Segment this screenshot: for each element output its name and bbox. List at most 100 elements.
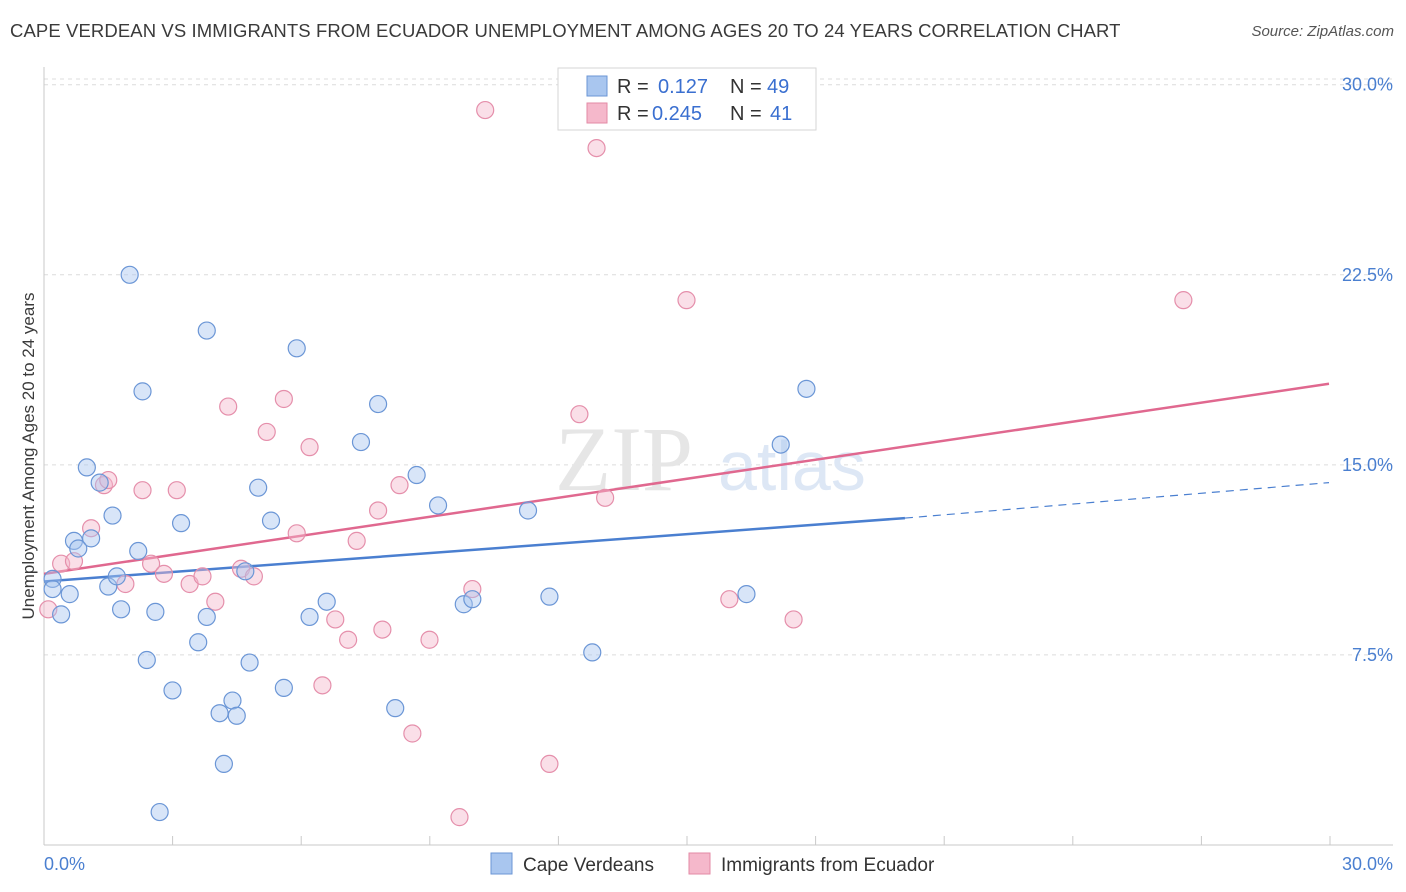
legend-n-label-pink: N = (730, 103, 762, 125)
ecuador-point (274, 389, 293, 409)
cape-verdean-point (150, 802, 169, 822)
ecuador-point (540, 754, 559, 774)
legend-swatch-pink (586, 102, 608, 124)
cape-verdean-point (60, 585, 79, 604)
bottom-legend-label-ecuador: Immigrants from Ecuador (721, 855, 935, 876)
cape-verdean-point (454, 595, 473, 614)
x-tick-label-min: 0.0% (44, 854, 85, 874)
cape-verdean-point (227, 706, 246, 725)
top-legend: R = 0.127 N = 49 R = 0.245 N = 41 (557, 67, 817, 131)
cape-verdean-point (518, 501, 538, 520)
source-label: Source: ZipAtlas.com (1251, 23, 1394, 40)
ecuador-point (300, 438, 319, 457)
bottom-legend-swatch-pink (688, 852, 711, 875)
cape-verdean-point (90, 473, 109, 492)
ecuador-point (141, 554, 161, 573)
cape-verdean-point (386, 699, 405, 718)
cape-verdean-point (189, 633, 208, 652)
cape-verdean-point (583, 643, 602, 662)
trend-lines (43, 382, 1330, 583)
bottom-legend-swatch-blue (490, 852, 513, 875)
ecuador-point (257, 422, 276, 442)
watermark-atlas: atlas (718, 427, 866, 505)
ecuador-point (133, 481, 152, 500)
cape-verdean-point (274, 678, 293, 697)
y-axis-label: Unemployment Among Ages 20 to 24 years (19, 293, 38, 620)
cape-verdean-point (171, 514, 191, 533)
cape-verdean-point (103, 506, 122, 525)
cape-verdean-point (107, 567, 126, 586)
legend-n-value-pink: 41 (770, 103, 792, 125)
cape-verdean-point (197, 321, 216, 340)
watermark: ZIP atlas (555, 408, 866, 510)
cape-verdean-point (223, 691, 242, 710)
x-tick-label-max: 30.0% (1342, 854, 1393, 874)
y-tick-labels: 7.5% 15.0% 22.5% 30.0% (1342, 75, 1393, 665)
ecuador-point (450, 808, 469, 827)
trend-line-ecuador (43, 382, 1330, 576)
y-tick-label: 30.0% (1342, 75, 1393, 95)
cape-verdean-point (69, 539, 88, 558)
ecuador-point (369, 501, 388, 520)
cape-verdean-point (771, 435, 790, 454)
ecuador-point (244, 567, 263, 586)
ecuador-point (154, 564, 174, 583)
cape-verdean-point (797, 379, 816, 398)
cape-verdean-point (240, 653, 259, 672)
ecuador-point (339, 630, 358, 649)
cape-verdean-point (163, 681, 182, 700)
cape-verdean-point (249, 478, 268, 497)
ecuador-point (287, 524, 306, 543)
series-cape-verdean-points (43, 265, 816, 822)
cape-verdean-point (540, 587, 559, 606)
y-tick-label: 7.5% (1352, 645, 1393, 665)
legend-n-label-blue: N = (730, 76, 762, 98)
trend-line-cape-verdean-projection (904, 482, 1330, 519)
cape-verdean-point (197, 607, 216, 627)
ecuador-point (420, 630, 439, 649)
cape-verdean-point (52, 605, 71, 624)
cape-verdean-point (261, 511, 281, 530)
legend-r-label-blue: R = (617, 76, 649, 98)
ecuador-point (587, 138, 606, 158)
ecuador-point (326, 610, 345, 629)
ecuador-point (596, 488, 615, 507)
chart-title: CAPE VERDEAN VS IMMIGRANTS FROM ECUADOR … (10, 20, 1121, 41)
cape-verdean-point (407, 465, 426, 485)
ecuador-point (82, 519, 101, 538)
ecuador-point (463, 579, 482, 599)
ecuador-point (1174, 291, 1193, 310)
cape-verdean-point (137, 650, 156, 670)
ecuador-point (313, 676, 332, 695)
legend-swatch-blue (586, 75, 608, 97)
ecuador-point (570, 405, 589, 424)
cape-verdean-point (129, 541, 148, 561)
series-ecuador-points (39, 100, 1193, 827)
watermark-zip: ZIP (555, 408, 693, 510)
ecuador-point (347, 531, 366, 550)
ecuador-point (720, 590, 739, 609)
legend-r-value-pink: 0.245 (652, 103, 702, 125)
cape-verdean-point (351, 432, 371, 452)
ecuador-point (476, 100, 495, 120)
cape-verdean-point (369, 394, 388, 414)
ecuador-point (403, 724, 422, 743)
ecuador-point (373, 620, 392, 639)
y-tick-label: 22.5% (1342, 265, 1393, 285)
cape-verdean-point (43, 579, 62, 599)
trend-line-cape-verdean (43, 516, 906, 583)
cape-verdean-point (287, 339, 306, 358)
ecuador-point (193, 567, 212, 586)
cape-verdean-point (236, 562, 255, 581)
ecuador-point (784, 610, 803, 629)
bottom-legend-label-cape-verdeans: Cape Verdeans (523, 855, 654, 876)
x-tick-labels: 0.0% 30.0% (44, 854, 1393, 874)
ecuador-point (206, 592, 225, 611)
cape-verdean-point (133, 382, 152, 401)
ecuador-point (219, 397, 238, 416)
cape-verdean-point (210, 704, 229, 723)
ecuador-point (677, 291, 696, 310)
cape-verdean-point (317, 592, 336, 611)
cape-verdean-point (77, 458, 96, 477)
